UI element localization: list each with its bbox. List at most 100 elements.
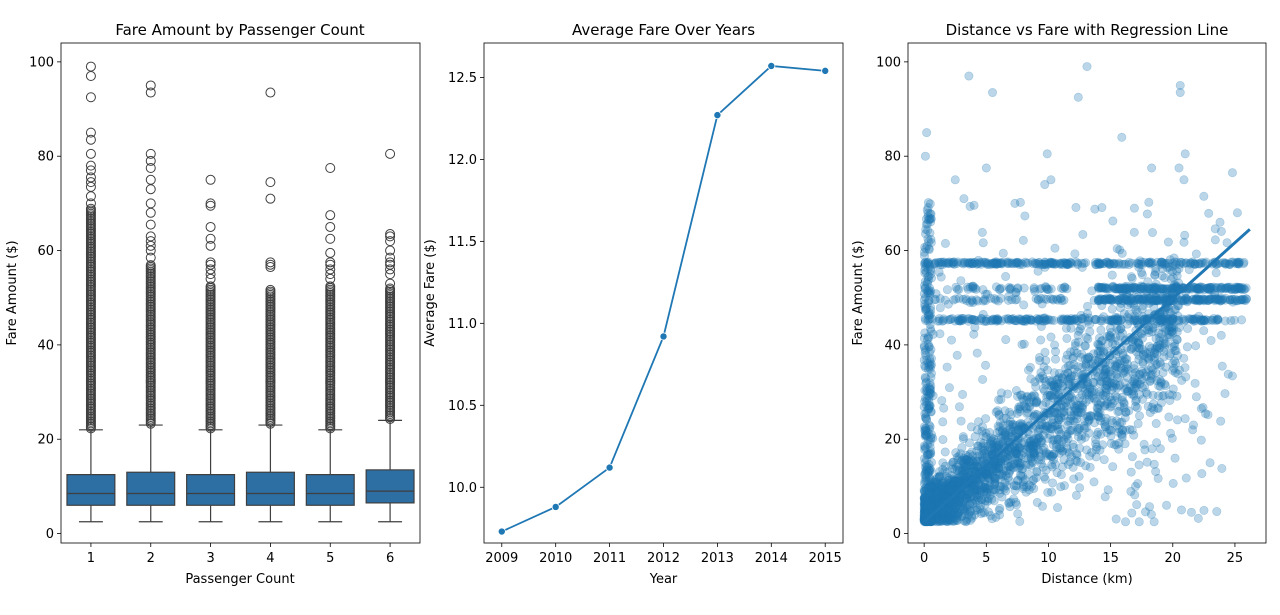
- scatter-point: [956, 314, 966, 324]
- scatter-point: [935, 303, 945, 313]
- scatter-point: [1003, 389, 1013, 399]
- scatter-point: [942, 489, 952, 499]
- scatter-point: [1091, 444, 1101, 454]
- scatter-point: [1215, 217, 1225, 227]
- scatter-x-tick-label: 5: [982, 551, 990, 566]
- scatter-point: [1159, 335, 1169, 345]
- scatter-point: [1055, 412, 1065, 422]
- boxplot-marks: 0 20 40 60 80 100 1 2 3 4 5 6: [29, 42, 421, 566]
- scatter-point: [1182, 342, 1192, 352]
- outlier-point: [145, 198, 156, 209]
- scatter-point: [1129, 360, 1139, 370]
- scatter-point: [1169, 253, 1179, 263]
- scatter-point: [924, 401, 934, 411]
- scatter-point: [950, 504, 960, 514]
- line-y-tick-label: 10.5: [448, 399, 477, 414]
- scatter-point: [1120, 378, 1130, 388]
- scatter-point: [920, 507, 930, 517]
- box-3: [186, 174, 236, 523]
- scatter-point: [1095, 346, 1105, 356]
- scatter-point: [1049, 407, 1059, 417]
- scatter-point: [1011, 481, 1021, 491]
- scatter-point: [1008, 422, 1018, 432]
- outlier-point: [145, 236, 156, 247]
- line-point-2013: [713, 111, 722, 120]
- scatter-point: [998, 421, 1008, 431]
- boxplot-x-axis-label: Passenger Count: [185, 572, 294, 587]
- scatter-point: [980, 487, 990, 497]
- scatter-point: [981, 414, 991, 424]
- scatter-point: [950, 481, 960, 491]
- scatter-point: [947, 501, 957, 511]
- scatter-point: [1054, 373, 1064, 383]
- scatter-point: [1131, 305, 1141, 315]
- outlier-point: [85, 177, 96, 188]
- scatter-point: [1163, 330, 1173, 340]
- scatter-point: [1005, 407, 1015, 417]
- scatter-point: [980, 499, 990, 509]
- scatter-point: [1068, 352, 1078, 362]
- scatter-point: [924, 497, 934, 507]
- scatter-point: [1128, 369, 1138, 379]
- scatter-point: [1010, 459, 1020, 469]
- scatter-point: [1129, 379, 1139, 389]
- scatter-point: [1080, 432, 1090, 442]
- line-x-tick-label: 2009: [485, 551, 518, 566]
- scatter-point: [935, 329, 945, 339]
- scatter-point: [1003, 454, 1013, 464]
- scatter-point: [1127, 452, 1137, 462]
- line-y-tick-label: 12.0: [448, 153, 477, 168]
- scatter-point: [919, 507, 929, 517]
- scatter-point: [1013, 458, 1023, 468]
- scatter-point: [1059, 481, 1069, 491]
- scatter-point: [1149, 286, 1159, 296]
- boxplot-y-axis-label: Fare Amount ($): [5, 240, 20, 345]
- scatter-point: [1075, 393, 1085, 403]
- scatter-point: [1179, 175, 1189, 185]
- scatter-point: [1089, 477, 1099, 487]
- scatter-point: [962, 472, 972, 482]
- scatter-point: [1061, 437, 1071, 447]
- scatter-point: [1115, 331, 1125, 341]
- scatter-point: [933, 513, 943, 523]
- scatter-point: [1081, 361, 1091, 371]
- scatter-point: [953, 455, 963, 465]
- scatter-point: [973, 493, 983, 503]
- scatter-point: [1027, 481, 1037, 491]
- scatter-point: [1072, 427, 1082, 437]
- scatter-point: [956, 276, 966, 286]
- scatter-point: [1199, 505, 1209, 515]
- scatter-point: [988, 88, 998, 98]
- scatter-point: [1046, 424, 1056, 434]
- scatter-point: [1058, 373, 1068, 383]
- scatter-point: [1097, 336, 1107, 346]
- scatter-point: [1090, 204, 1100, 214]
- line-x-tick-label: 2010: [539, 551, 572, 566]
- scatter-point: [1134, 460, 1144, 470]
- scatter-point: [1085, 451, 1095, 461]
- scatter-point: [1015, 516, 1025, 526]
- scatter-point: [943, 299, 953, 309]
- scatter-point: [1148, 287, 1158, 297]
- scatter-point: [998, 414, 1008, 424]
- scatter-point: [1134, 350, 1144, 360]
- scatter-point: [1053, 503, 1063, 513]
- scatter-point: [1037, 371, 1047, 381]
- scatter-point: [1063, 434, 1073, 444]
- scatter-point: [1091, 435, 1101, 445]
- scatter-point: [1164, 390, 1174, 400]
- scatter-point: [1165, 330, 1175, 340]
- scatter-point: [936, 272, 946, 282]
- scatter-point: [1162, 500, 1172, 510]
- scatter-point: [1029, 448, 1039, 458]
- scatter-point: [940, 238, 950, 248]
- scatter-point: [953, 460, 963, 470]
- scatter-point: [1062, 315, 1072, 325]
- scatter-point: [919, 493, 929, 503]
- line-point-2014: [767, 61, 776, 70]
- scatter-point: [1142, 325, 1152, 335]
- scatter-point: [1032, 438, 1042, 448]
- scatter-point: [987, 514, 997, 524]
- scatter-point: [1148, 390, 1158, 400]
- scatter-point: [1149, 517, 1159, 527]
